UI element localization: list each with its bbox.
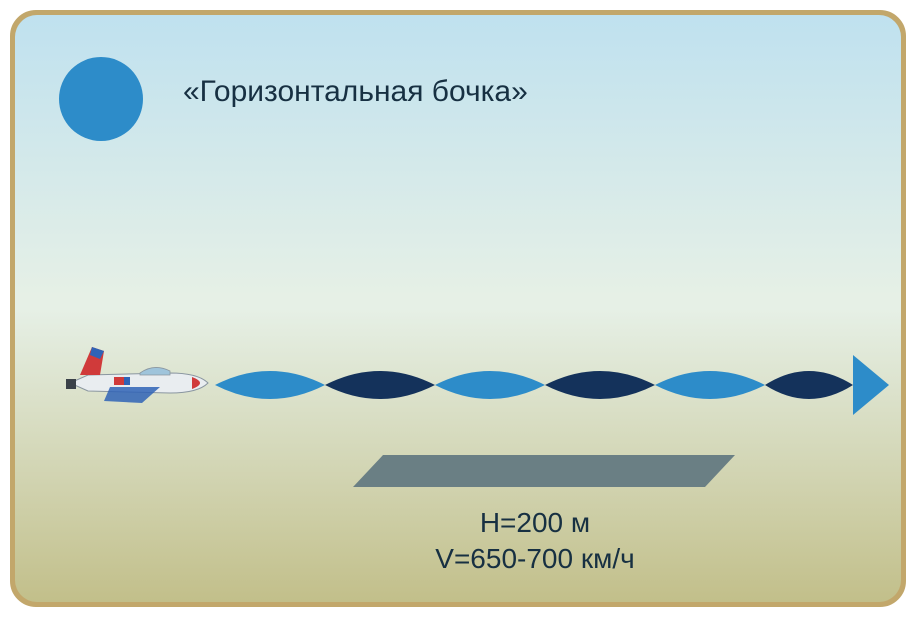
roll-arrowhead <box>853 355 889 415</box>
aircraft-canopy <box>140 367 170 375</box>
roll-segment-4 <box>655 371 765 399</box>
roll-segment-1 <box>325 371 435 399</box>
roll-segment-3 <box>545 371 655 399</box>
card-inner: «Горизонтальная бочка» H=200 м V=650-700… <box>15 15 901 602</box>
param-speed: V=650-700 км/ч <box>335 541 735 577</box>
aircraft-marking-red <box>114 377 124 385</box>
marker-circle <box>59 57 143 141</box>
runway-shadow <box>353 455 735 487</box>
diagram-title: «Горизонтальная бочка» <box>183 75 528 109</box>
aircraft-wing <box>104 387 160 403</box>
aircraft-marking-blue <box>124 377 130 385</box>
aircraft-nozzle <box>66 379 76 389</box>
roll-segment-5 <box>765 371 853 399</box>
param-altitude: H=200 м <box>335 505 735 541</box>
aircraft <box>66 347 208 403</box>
roll-segment-0 <box>215 371 325 399</box>
parameters-block: H=200 м V=650-700 км/ч <box>335 505 735 577</box>
roll-segment-2 <box>435 371 545 399</box>
